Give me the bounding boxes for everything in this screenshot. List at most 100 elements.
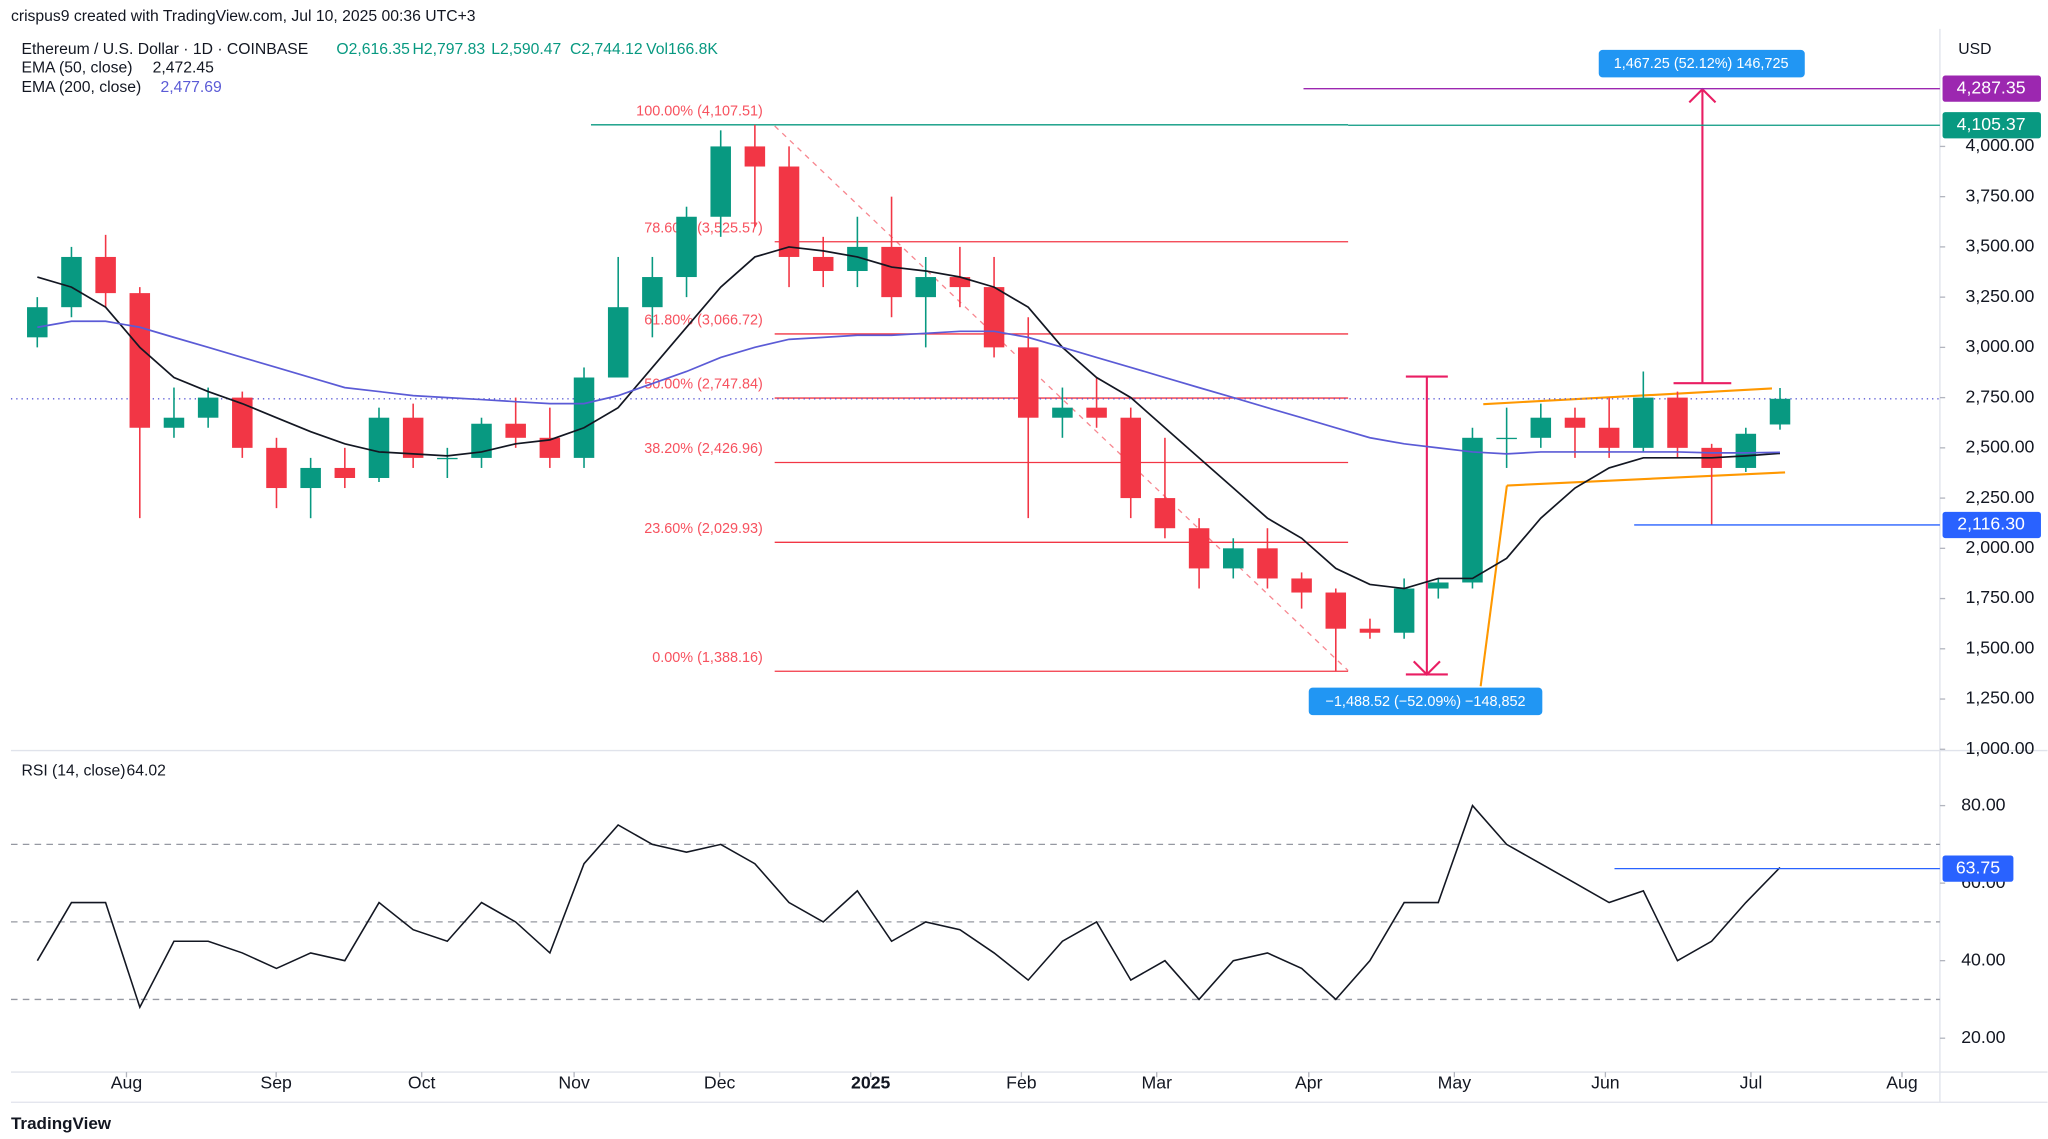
candle-body [1325,592,1347,629]
candle-body [266,447,287,489]
candle-body [949,277,971,288]
candle-body [129,293,151,428]
candle-body [1667,397,1688,448]
y-tick-label: 1,500.00 [1965,637,2034,657]
price-label-box [1942,112,2041,139]
rsi-line [36,804,1781,1010]
candle-body [197,397,219,418]
candle-body [1564,417,1586,428]
y-tick-label: 2,500.00 [1965,437,2034,457]
y-tick-label: 1,250.00 [1965,688,2034,708]
measure-box [1598,49,1805,78]
candle-body [1735,433,1757,468]
x-tick-label: Aug [1886,1073,1918,1093]
candle-body [1188,528,1210,569]
ema50-legend: EMA (50, close) [21,59,132,76]
y-tick-label: 80.00 [1961,794,2005,814]
candle-body [368,417,390,478]
x-tick-label: 2025 [851,1073,891,1093]
candle-body [437,457,458,460]
fib-label: 78.60% (3,525.57) [644,220,763,236]
candle-body [1530,417,1552,438]
y-tick-label: 1,000.00 [1965,738,2034,758]
x-tick-label: Jul [1740,1073,1763,1093]
y-tick-label: 3,750.00 [1965,185,2034,205]
candle-body [27,307,48,338]
rsi-legend: RSI (14, close) [21,763,125,780]
x-tick-label: Nov [558,1073,590,1093]
candle-body [642,277,663,308]
x-tick-label: Aug [111,1073,143,1093]
wedge-lower [1506,471,1786,487]
candle-body [95,256,116,294]
candle-body [1052,407,1073,418]
x-tick-label: May [1438,1073,1472,1093]
ema-line [37,320,1780,455]
candle-body [1359,628,1381,633]
candle-body [778,166,800,257]
candle-body [471,423,492,458]
price-label-box [1942,75,2041,102]
y-tick-label: 2,750.00 [1965,386,2034,406]
candle-body [1598,427,1620,448]
candle-body [334,467,356,478]
candle-body [163,417,185,428]
fib-label: 61.80% (3,066.72) [644,313,763,329]
y-tick-label: 1,750.00 [1965,587,2034,607]
fib-label: 100.00% (4,107.51) [636,104,763,120]
candle-body [1257,548,1278,579]
candle-body [915,277,936,298]
price-label-box [1942,511,2041,539]
footer-logo: TradingView [11,1114,112,1133]
x-tick-label: Dec [704,1073,736,1093]
candle-body [402,417,424,458]
ohlc-close: C2,744.12 [570,41,643,58]
candle-body [983,287,1005,348]
candle-body [1393,588,1415,633]
measure-label: 1,467.25 (52.12%) 146,725 [1614,56,1789,72]
candle-body [1496,437,1517,440]
y-tick-label: 3,250.00 [1965,286,2034,306]
ohlc-open: O2,616.35 [336,41,410,58]
x-tick-label: Oct [408,1073,436,1093]
candle-body [505,423,526,438]
candle-body [1769,398,1791,425]
candle-body [300,467,321,489]
measure-label: −1,488.52 (−52.09%) −148,852 [1325,694,1525,710]
x-tick-label: Jun [1591,1073,1620,1093]
y-tick-label: 3,000.00 [1965,336,2034,356]
measure-down [1405,375,1448,676]
y-tick-label: 2,250.00 [1965,487,2034,507]
rsi-annotation-label: 63.75 [1956,857,2000,877]
volume: Vol166.8K [646,41,718,58]
candle-body [1291,578,1312,593]
wedge-upper [1483,387,1773,406]
candle-body [61,256,82,308]
price-label: 2,116.30 [1957,514,2025,534]
ema200-value: 2,477.69 [161,79,222,96]
ema50-value: 2,472.45 [153,59,214,76]
ema-line [37,246,1781,590]
candle-body [1154,498,1176,529]
fib-label: 50.00% (2,747.84) [644,377,763,393]
x-tick-label: Feb [1006,1073,1037,1093]
candle-body [1120,417,1142,499]
y-tick-label: 3,500.00 [1965,236,2034,256]
candle-body [847,246,868,272]
candle-body [539,437,561,458]
rsi-annotation-box [1942,855,2014,882]
candle-body [676,216,697,278]
y-tick-label: 2,000.00 [1965,537,2034,557]
x-tick-label: Mar [1141,1073,1172,1093]
x-tick-label: Sep [260,1073,292,1093]
measure-box [1308,687,1543,716]
candle-body [710,146,731,217]
currency: USD [1958,41,1991,58]
fib-label: 38.20% (2,426.96) [644,441,763,457]
ohlc-high: H2,797.83 [413,41,486,58]
y-tick-label: 4,000.00 [1965,135,2034,155]
y-tick-label: 20.00 [1961,1027,2005,1047]
price-label: 4,105.37 [1957,114,2026,134]
fib-label: 23.60% (2,029.93) [644,521,763,537]
